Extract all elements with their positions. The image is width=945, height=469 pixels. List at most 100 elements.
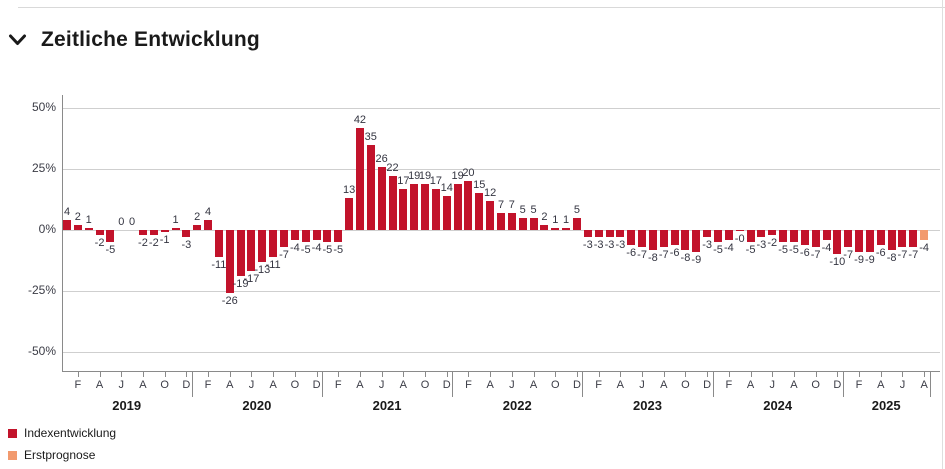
bar-value-label: 1 bbox=[85, 213, 92, 226]
bar-value-label: 7 bbox=[508, 198, 515, 211]
bar-value-label: 0 bbox=[118, 216, 125, 228]
bar-value-label: -0 bbox=[734, 233, 745, 246]
month-tick bbox=[251, 371, 253, 377]
y-axis-tick-label: 50% bbox=[31, 100, 56, 114]
month-tick-label: A bbox=[399, 379, 408, 391]
month-tick-label: O bbox=[811, 379, 820, 391]
month-tick-label: A bbox=[660, 379, 668, 391]
year-label: 2019 bbox=[112, 398, 142, 413]
y-axis-tick-label: -50% bbox=[27, 344, 56, 358]
legend-item-indexentwicklung: Indexentwicklung bbox=[8, 426, 116, 440]
gridline bbox=[62, 108, 940, 109]
index-bar bbox=[887, 230, 896, 250]
month-tick bbox=[707, 371, 709, 377]
index-bar bbox=[486, 200, 495, 230]
gridline bbox=[62, 352, 940, 353]
bar-value-label: -5 bbox=[333, 244, 344, 257]
month-tick-label: A bbox=[139, 379, 147, 391]
bar-value-label: 1 bbox=[172, 213, 179, 226]
index-bar bbox=[659, 230, 668, 248]
month-tick bbox=[859, 371, 861, 377]
month-tick bbox=[403, 371, 405, 377]
index-bar bbox=[648, 230, 657, 250]
section-header-toggle[interactable]: Zeitliche Entwicklung bbox=[8, 28, 260, 52]
legend-label: Erstprognose bbox=[24, 448, 96, 462]
year-label: 2023 bbox=[633, 398, 662, 413]
index-bar bbox=[160, 230, 169, 233]
month-tick bbox=[837, 371, 839, 377]
month-tick-label: A bbox=[269, 379, 277, 391]
chevron-down-icon[interactable] bbox=[8, 34, 27, 46]
month-tick bbox=[468, 371, 470, 377]
month-tick-label: O bbox=[550, 379, 560, 391]
month-tick-label: D bbox=[833, 379, 842, 391]
month-tick bbox=[121, 371, 123, 377]
bar-value-label: -6 bbox=[875, 246, 886, 259]
bar-value-label: -3 bbox=[604, 239, 615, 252]
month-tick-label: J bbox=[248, 379, 255, 391]
bar-value-label: 15 bbox=[473, 179, 486, 192]
index-bar bbox=[388, 176, 397, 230]
bar-value-label: 5 bbox=[573, 203, 580, 216]
bar-value-label: 17 bbox=[397, 174, 410, 187]
index-bar bbox=[73, 225, 82, 230]
index-bar bbox=[833, 230, 842, 255]
index-bar bbox=[464, 181, 473, 230]
month-tick bbox=[555, 371, 557, 377]
month-tick-label: F bbox=[595, 379, 603, 391]
bar-value-label: -7 bbox=[843, 249, 854, 262]
index-bar bbox=[844, 230, 853, 248]
index-bar bbox=[703, 230, 712, 238]
index-bar bbox=[540, 225, 549, 230]
month-tick-label: F bbox=[204, 379, 212, 391]
bar-value-label: -9 bbox=[854, 253, 864, 266]
y-axis-line bbox=[62, 95, 63, 371]
bar-value-label: -3 bbox=[615, 239, 626, 252]
month-tick bbox=[316, 371, 318, 377]
month-tick-label: O bbox=[290, 379, 300, 391]
bar-value-label: -5 bbox=[745, 244, 756, 257]
month-tick bbox=[446, 371, 448, 377]
month-tick bbox=[229, 371, 231, 377]
y-axis-tick-label: 25% bbox=[31, 161, 56, 175]
bar-value-label: -6 bbox=[626, 246, 637, 259]
month-tick bbox=[273, 371, 275, 377]
year-label: 2020 bbox=[242, 398, 272, 413]
index-bar bbox=[149, 230, 158, 235]
index-bar bbox=[63, 220, 71, 230]
y-axis-tick-label: 0% bbox=[38, 222, 56, 236]
year-label: 2025 bbox=[871, 398, 901, 413]
index-bar bbox=[898, 230, 907, 248]
index-bar bbox=[410, 183, 419, 230]
month-tick bbox=[793, 371, 795, 377]
index-bar bbox=[290, 230, 299, 240]
year-label: 2024 bbox=[763, 398, 793, 413]
index-bar bbox=[670, 230, 679, 245]
bar-value-label: 22 bbox=[386, 162, 399, 175]
bar-value-label: -8 bbox=[648, 251, 658, 264]
legend-item-erstprognose: Erstprognose bbox=[8, 448, 116, 462]
month-tick bbox=[728, 371, 730, 377]
month-tick-label: J bbox=[118, 379, 125, 391]
legend-label: Indexentwicklung bbox=[24, 426, 117, 440]
bar-value-label: -4 bbox=[919, 241, 930, 254]
bar-value-label: -3 bbox=[582, 239, 593, 252]
bar-value-label: -6 bbox=[799, 246, 810, 259]
month-tick-label: A bbox=[746, 379, 755, 391]
top-divider bbox=[18, 7, 945, 8]
index-bar bbox=[876, 230, 885, 245]
index-bar bbox=[594, 230, 603, 238]
month-tick bbox=[815, 371, 817, 377]
bar-value-label: 1 bbox=[563, 213, 570, 226]
month-tick bbox=[338, 371, 340, 377]
bar-value-label: -3 bbox=[181, 239, 192, 252]
month-tick bbox=[164, 371, 166, 377]
bar-value-label: -2 bbox=[138, 236, 148, 249]
bar-value-label: -26 bbox=[221, 295, 238, 308]
bar-value-label: -7 bbox=[908, 249, 919, 262]
index-bar bbox=[583, 230, 592, 238]
month-tick bbox=[685, 371, 687, 377]
gridline bbox=[62, 169, 940, 170]
index-bar bbox=[865, 230, 874, 252]
month-tick-label: A bbox=[226, 379, 234, 391]
